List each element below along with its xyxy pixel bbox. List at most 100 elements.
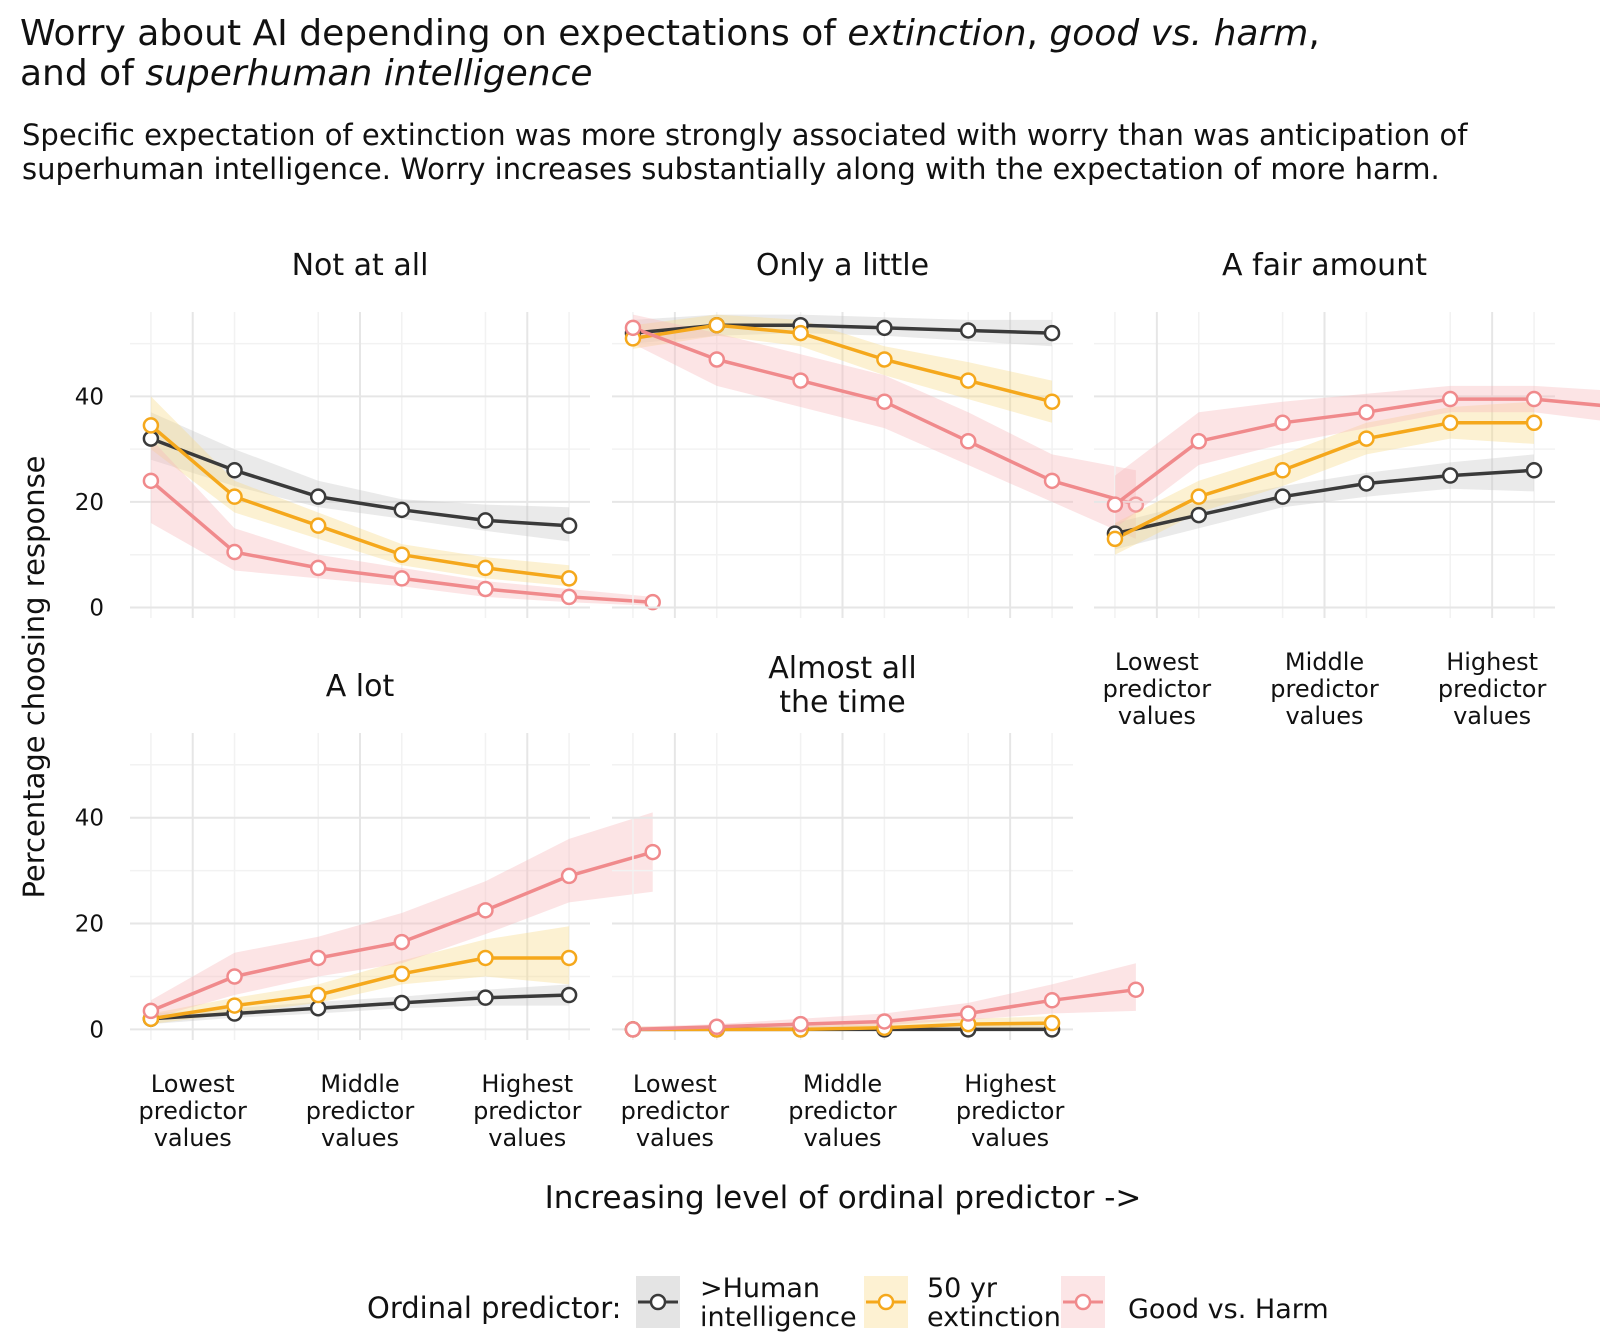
facet-panel: A lot02040LowestpredictorvaluesMiddlepre…: [75, 669, 661, 1152]
x-tick-label: Lowest: [633, 1070, 717, 1098]
series-line-extinction: [1114, 421, 1534, 541]
y-tick-label: 40: [75, 384, 104, 410]
series-line-human: [150, 436, 570, 528]
series-line-extinction: [632, 323, 1053, 404]
x-tick-label: Middle: [1285, 648, 1364, 676]
x-tick-label: predictor: [473, 1097, 582, 1125]
series-line-extinction: [633, 1021, 1053, 1032]
data-point-harm: [876, 393, 893, 410]
data-point-harm: [226, 543, 243, 561]
legend-key-human-point: [649, 1293, 667, 1311]
data-point-harm: [1106, 496, 1124, 513]
facet-panel: Not at all 0 20 40: [75, 248, 661, 621]
confidence-band-human: [150, 412, 570, 542]
data-point-extinction: [393, 546, 411, 563]
data-point-human: [1190, 506, 1208, 524]
confidence-band-extinction: [1115, 401, 1534, 555]
x-tick-label: Lowest: [151, 1070, 235, 1098]
data-point-harm: [560, 867, 578, 885]
data-point-human: [477, 989, 494, 1006]
legend-key-harm-point: [1074, 1293, 1092, 1311]
chart-title: Worry about AI depending on expectations…: [20, 13, 1320, 94]
facet-title: Not at all: [292, 248, 429, 283]
x-tick-label: Highest: [1446, 648, 1538, 676]
data-point-human: [226, 462, 243, 479]
data-point-extinction: [560, 949, 578, 967]
confidence-band-extinction: [633, 314, 1052, 423]
data-point-harm: [876, 1013, 893, 1030]
facet-title: A fair amount: [1222, 248, 1427, 283]
series-line-human: [1114, 468, 1535, 536]
legend-label: Good vs. Harm: [1128, 1294, 1329, 1325]
data-point-extinction: [1441, 414, 1459, 432]
data-point-human: [1358, 475, 1375, 492]
data-point-human: [309, 488, 327, 505]
data-point-human: [142, 430, 160, 447]
data-point-extinction: [477, 559, 494, 577]
data-point-extinction: [142, 417, 160, 434]
data-point-human: [1043, 324, 1061, 342]
data-point-harm: [142, 1002, 160, 1020]
y-tick-label: 0: [89, 1017, 104, 1043]
x-tick-label: values: [1285, 702, 1363, 730]
series-line-extinction: [149, 424, 570, 581]
data-point-human: [959, 322, 977, 339]
chart-subtitle: Specific expectation of extinction was m…: [22, 118, 1468, 186]
confidence-band-extinction: [150, 926, 570, 1025]
data-point-harm: [708, 351, 726, 368]
series-line-extinction: [150, 956, 570, 1021]
data-point-human: [1274, 488, 1291, 505]
data-point-harm: [477, 902, 494, 919]
x-tick-label: predictor: [1438, 675, 1547, 703]
legend-title: Ordinal predictor:: [367, 1291, 621, 1325]
data-point-extinction: [226, 997, 243, 1014]
x-tick-label: values: [971, 1124, 1049, 1152]
data-point-extinction: [226, 488, 243, 505]
data-point-harm: [226, 968, 243, 985]
data-point-harm: [309, 949, 327, 967]
data-point-extinction: [309, 986, 327, 1004]
data-point-extinction: [1106, 530, 1124, 548]
y-tick-label: 20: [75, 490, 104, 516]
x-tick-label: Middle: [803, 1070, 882, 1098]
legend-label: extinction: [927, 1302, 1061, 1333]
confidence-band-harm: [150, 438, 653, 606]
data-point-extinction: [477, 949, 494, 967]
data-point-extinction: [1190, 488, 1208, 505]
data-point-harm: [393, 933, 411, 951]
confidence-band-harm: [1115, 385, 1600, 529]
data-point-human: [560, 986, 578, 1004]
data-point-harm: [142, 472, 160, 490]
x-tick-label: Lowest: [1115, 648, 1199, 676]
data-point-harm: [1274, 414, 1291, 432]
x-tick-label: predictor: [956, 1097, 1065, 1125]
data-point-harm: [1043, 992, 1061, 1009]
data-point-extinction: [393, 965, 411, 983]
x-tick-label: Highest: [481, 1070, 573, 1098]
confidence-band-human: [633, 314, 1052, 347]
x-tick-label: Highest: [964, 1070, 1056, 1098]
data-point-harm: [959, 433, 977, 450]
y-tick-label: 40: [75, 806, 104, 832]
data-point-harm: [1358, 403, 1375, 421]
facet-title: Almost all: [768, 651, 916, 686]
data-point-harm: [1043, 472, 1061, 490]
data-point-extinction: [1274, 462, 1291, 479]
data-point-human: [560, 517, 578, 534]
data-point-extinction: [792, 324, 809, 342]
legend-label: intelligence: [700, 1302, 857, 1333]
x-tick-label: values: [1453, 702, 1531, 730]
x-tick-label: predictor: [1270, 675, 1379, 703]
data-point-harm: [644, 593, 661, 611]
facet-title: Only a little: [756, 248, 929, 283]
x-tick-label: predictor: [788, 1097, 897, 1125]
data-point-extinction: [876, 351, 893, 368]
data-point-harm: [792, 1015, 809, 1033]
data-point-human: [309, 999, 327, 1017]
facet-title: the time: [779, 685, 906, 720]
data-point-human: [1441, 467, 1459, 484]
data-point-extinction: [1525, 414, 1543, 432]
data-point-human: [477, 512, 494, 529]
